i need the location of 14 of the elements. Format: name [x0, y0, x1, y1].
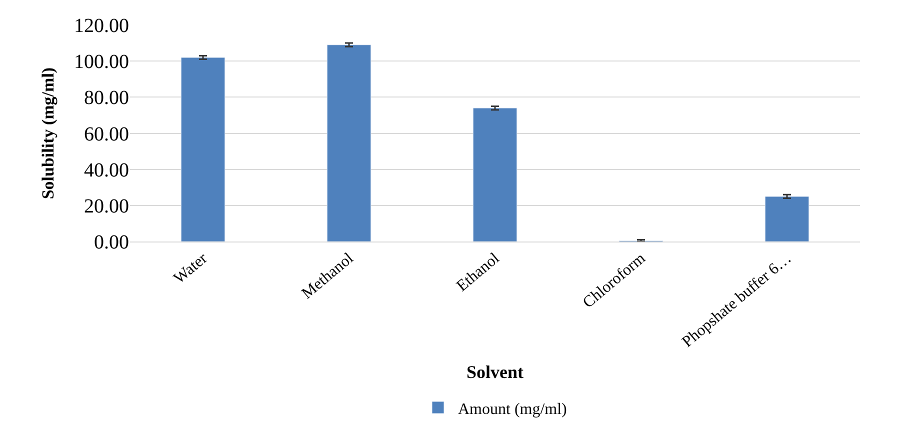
- y-axis-title: Solubility (mg/ml): [38, 67, 58, 200]
- bar: [472, 108, 518, 242]
- x-axis-title: Solvent: [466, 362, 524, 382]
- y-tick-label: 20.00: [84, 196, 129, 218]
- y-tick-label: 40.00: [84, 159, 129, 182]
- y-tick-label: 100.00: [74, 51, 129, 74]
- y-tick-label: 60.00: [84, 123, 129, 146]
- y-tick-label: 120.00: [74, 15, 129, 37]
- y-tick-label: 0.00: [94, 232, 129, 254]
- bar: [326, 44, 372, 242]
- bar: [180, 57, 226, 242]
- bar: [764, 196, 810, 242]
- y-tick-label: 80.00: [84, 87, 129, 110]
- legend-label: Amount (mg/ml): [458, 400, 567, 418]
